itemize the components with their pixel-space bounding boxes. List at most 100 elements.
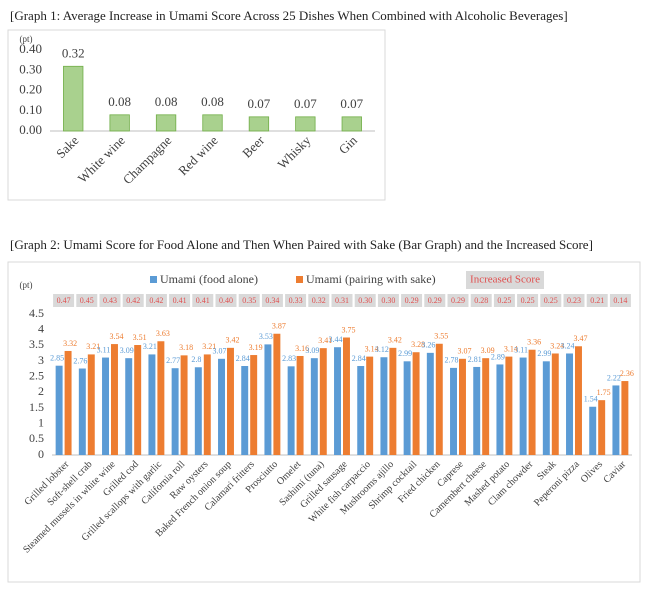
data-label: 3.24 bbox=[561, 341, 575, 350]
increase-box bbox=[76, 294, 98, 307]
data-label: 3.16 bbox=[295, 344, 309, 353]
data-label: 3.09 bbox=[120, 346, 134, 355]
data-label: 3.11 bbox=[97, 345, 111, 354]
bar bbox=[125, 358, 133, 455]
increase-box bbox=[53, 294, 75, 307]
data-label: 3.75 bbox=[341, 325, 355, 334]
data-label: 0.08 bbox=[155, 94, 178, 109]
chart-title: [Graph 2: Umami Score for Food Alone and… bbox=[10, 237, 593, 252]
legend-swatch bbox=[150, 276, 157, 283]
bar bbox=[551, 353, 559, 455]
data-label: 3.63 bbox=[156, 329, 170, 338]
bar bbox=[202, 114, 223, 132]
y-tick-label: 0.10 bbox=[19, 102, 42, 117]
bar bbox=[621, 381, 629, 455]
data-label: 3.09 bbox=[305, 346, 319, 355]
data-label: 1.75 bbox=[597, 388, 611, 397]
legend-label: Umami (food alone) bbox=[160, 272, 258, 286]
data-label: 3.12 bbox=[375, 345, 389, 354]
y-tick-label: 0.40 bbox=[19, 41, 42, 56]
bar bbox=[63, 65, 84, 132]
bar bbox=[459, 358, 466, 455]
bar bbox=[589, 406, 597, 455]
increase-label: 0.45 bbox=[80, 296, 94, 305]
bar bbox=[496, 364, 504, 455]
legend-box bbox=[466, 271, 544, 289]
data-label: 3.28 bbox=[411, 340, 425, 349]
increase-label: 0.43 bbox=[103, 296, 117, 305]
y-tick-label: 0.30 bbox=[19, 61, 42, 76]
increase-label: 0.29 bbox=[405, 296, 419, 305]
y-unit-label: (pt) bbox=[20, 34, 33, 44]
increase-label: 0.41 bbox=[196, 296, 210, 305]
bar bbox=[528, 349, 536, 455]
bar bbox=[357, 366, 365, 455]
bar bbox=[157, 341, 165, 455]
bar bbox=[341, 116, 362, 132]
chart-title: [Graph 1: Average Increase in Umami Scor… bbox=[10, 8, 568, 23]
data-label: 2.81 bbox=[468, 355, 482, 364]
increase-label: 0.14 bbox=[613, 296, 627, 305]
data-label: 3.14 bbox=[365, 344, 379, 353]
data-label: 3.42 bbox=[388, 336, 402, 345]
data-label: 2.99 bbox=[398, 349, 412, 358]
increase-box bbox=[586, 294, 608, 307]
legend-label: Increased Score bbox=[470, 274, 540, 286]
bar bbox=[412, 352, 420, 455]
y-tick-label: 0.5 bbox=[29, 431, 44, 445]
y-tick-label: 3.5 bbox=[29, 337, 44, 351]
increase-box bbox=[122, 294, 144, 307]
increase-label: 0.47 bbox=[57, 296, 71, 305]
data-label: 3.36 bbox=[527, 338, 541, 347]
data-label: 3.21 bbox=[143, 342, 157, 351]
increase-box bbox=[401, 294, 423, 307]
bar bbox=[542, 361, 550, 455]
data-label: 3.41 bbox=[318, 336, 332, 345]
increase-box bbox=[377, 294, 399, 307]
increase-box bbox=[517, 294, 539, 307]
data-label: 3.07 bbox=[457, 347, 471, 356]
increase-label: 0.25 bbox=[497, 296, 511, 305]
bar bbox=[287, 366, 295, 455]
data-label: 2.83 bbox=[282, 354, 296, 363]
bar bbox=[319, 348, 327, 455]
bar bbox=[155, 114, 177, 132]
data-label: 2.36 bbox=[620, 369, 634, 378]
y-tick-label: 1.5 bbox=[29, 400, 44, 414]
bar bbox=[566, 353, 573, 455]
bar bbox=[102, 357, 109, 455]
data-label: 3.11 bbox=[514, 345, 528, 354]
bar bbox=[78, 368, 86, 455]
bar bbox=[273, 333, 281, 455]
increase-box bbox=[493, 294, 515, 307]
data-label: 3.53 bbox=[259, 332, 273, 341]
bar bbox=[612, 385, 620, 455]
bar bbox=[473, 366, 481, 455]
bar bbox=[505, 356, 513, 455]
bar bbox=[366, 356, 374, 455]
bar bbox=[403, 361, 411, 455]
increase-label: 0.23 bbox=[567, 296, 581, 305]
increase-label: 0.31 bbox=[335, 296, 349, 305]
y-tick-label: 4 bbox=[38, 321, 44, 335]
data-label: 3.47 bbox=[573, 334, 587, 343]
increase-label: 0.28 bbox=[474, 296, 488, 305]
data-label: 0.07 bbox=[340, 96, 363, 111]
bar bbox=[171, 368, 179, 455]
bar bbox=[482, 358, 490, 455]
data-label: 2.77 bbox=[166, 356, 180, 365]
bar bbox=[435, 343, 443, 455]
bar bbox=[334, 347, 341, 455]
increase-label: 0.25 bbox=[521, 296, 535, 305]
bar bbox=[241, 366, 249, 455]
bar bbox=[87, 354, 95, 455]
y-tick-label: 2.5 bbox=[29, 368, 44, 382]
data-label: 2.84 bbox=[236, 354, 250, 363]
data-label: 3.21 bbox=[86, 342, 100, 351]
data-label: 2.85 bbox=[50, 354, 64, 363]
data-label: 2.8 bbox=[191, 355, 201, 364]
increase-label: 0.30 bbox=[381, 296, 395, 305]
bar bbox=[450, 367, 457, 455]
